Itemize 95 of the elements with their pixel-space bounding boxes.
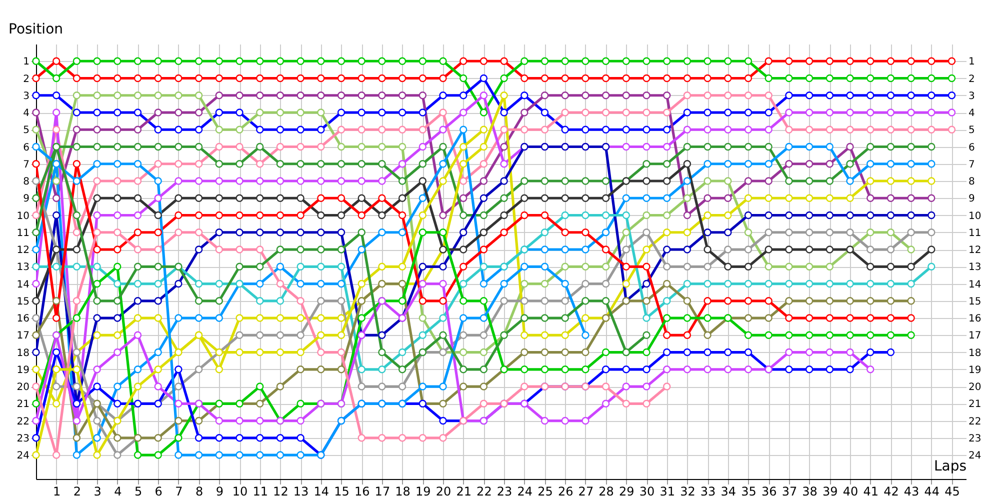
y2-tick-label: 6 bbox=[968, 142, 975, 154]
y2-tick-label: 4 bbox=[968, 108, 975, 120]
x-tick-label: 20 bbox=[436, 484, 452, 498]
x-tick-label: 10 bbox=[232, 484, 248, 498]
y2-tick-label: 19 bbox=[968, 364, 982, 376]
y-axis-title: Position bbox=[8, 22, 64, 38]
y-tick-label: 23 bbox=[16, 433, 30, 444]
y2-tick-label: 7 bbox=[968, 159, 975, 170]
y2-tick-label: 23 bbox=[968, 433, 982, 444]
y-tick-label: 19 bbox=[16, 364, 30, 376]
y-tick-label: 12 bbox=[16, 245, 30, 256]
y-tick-label: 17 bbox=[16, 330, 30, 342]
x-tick-label: 39 bbox=[822, 484, 838, 498]
y2-tick-label: 21 bbox=[968, 399, 982, 410]
y-tick-label: 8 bbox=[23, 176, 30, 188]
y-tick-label: 15 bbox=[16, 296, 30, 308]
x-tick-label: 3 bbox=[94, 484, 102, 498]
y-tick-label: 14 bbox=[16, 279, 30, 290]
x-tick-label: 1 bbox=[53, 484, 61, 498]
x-tick-label: 44 bbox=[924, 484, 940, 498]
x-tick-label: 30 bbox=[639, 484, 655, 498]
y-tick-label: 7 bbox=[23, 159, 30, 170]
y-tick-label: 21 bbox=[16, 399, 30, 410]
x-tick-label: 38 bbox=[802, 484, 818, 498]
x-tick-label: 15 bbox=[334, 484, 350, 498]
x-tick-label: 18 bbox=[395, 484, 410, 498]
y-tick-label: 9 bbox=[23, 194, 30, 205]
x-tick-label: 19 bbox=[416, 484, 431, 498]
x-tick-label: 31 bbox=[660, 484, 675, 498]
x-tick-label: 2 bbox=[73, 484, 82, 498]
y2-tick-label: 1 bbox=[968, 56, 975, 68]
x-tick-label: 21 bbox=[456, 484, 472, 498]
y-tick-label: 22 bbox=[16, 416, 30, 428]
y2-tick-label: 3 bbox=[968, 90, 975, 102]
x-tick-label: 32 bbox=[680, 484, 696, 498]
x-tick-label: 41 bbox=[863, 484, 878, 498]
y2-tick-label: 13 bbox=[968, 262, 982, 274]
y-tick-label: 2 bbox=[23, 74, 30, 85]
x-tick-label: 37 bbox=[782, 484, 798, 498]
x-tick-label: 34 bbox=[720, 484, 736, 498]
x-tick-label: 22 bbox=[476, 484, 492, 498]
y-tick-label: 1 bbox=[23, 56, 30, 68]
x-tick-label: 13 bbox=[293, 484, 309, 498]
x-tick-label: 14 bbox=[314, 484, 330, 498]
x-tick-label: 24 bbox=[517, 484, 533, 498]
y2-tick-label: 14 bbox=[968, 279, 982, 290]
y2-tick-label: 17 bbox=[968, 330, 982, 342]
y-tick-label: 11 bbox=[16, 228, 30, 239]
x-tick-label: 27 bbox=[578, 484, 594, 498]
y-tick-label: 5 bbox=[23, 125, 30, 136]
y2-tick-label: 22 bbox=[968, 416, 982, 428]
y-tick-label: 16 bbox=[16, 314, 30, 325]
y-tick-label: 3 bbox=[23, 90, 30, 102]
x-tick-label: 28 bbox=[598, 484, 614, 498]
y-tick-label: 10 bbox=[16, 210, 30, 222]
x-tick-label: 33 bbox=[700, 484, 716, 498]
y2-tick-label: 16 bbox=[968, 314, 982, 325]
x-tick-label: 9 bbox=[216, 484, 224, 498]
x-tick-label: 35 bbox=[741, 484, 756, 498]
x-tick-label: 43 bbox=[904, 484, 920, 498]
y-tick-label: 13 bbox=[16, 262, 30, 274]
x-tick-label: 17 bbox=[374, 484, 390, 498]
y-tick-label: 18 bbox=[16, 348, 30, 359]
y2-tick-label: 20 bbox=[968, 382, 982, 394]
x-tick-label: 36 bbox=[761, 484, 777, 498]
y2-tick-label: 9 bbox=[968, 194, 975, 205]
y-tick-label: 20 bbox=[16, 382, 30, 394]
x-tick-label: 23 bbox=[496, 484, 512, 498]
y-tick-label: 6 bbox=[23, 142, 30, 154]
x-tick-label: 11 bbox=[252, 484, 268, 498]
x-tick-label: 6 bbox=[154, 484, 162, 498]
x-tick-label: 42 bbox=[884, 484, 899, 498]
y2-tick-label: 10 bbox=[968, 210, 982, 222]
y-tick-label: 4 bbox=[23, 108, 30, 120]
x-tick-label: 45 bbox=[944, 484, 960, 498]
x-tick-label: 7 bbox=[175, 484, 183, 498]
x-tick-label: 4 bbox=[114, 484, 122, 498]
y2-tick-label: 2 bbox=[968, 74, 975, 85]
x-tick-label: 5 bbox=[134, 484, 142, 498]
y2-tick-label: 8 bbox=[968, 176, 975, 188]
y-tick-label: 24 bbox=[16, 450, 30, 462]
x-tick-label: 40 bbox=[842, 484, 858, 498]
y2-tick-label: 11 bbox=[968, 228, 982, 239]
y2-tick-label: 15 bbox=[968, 296, 982, 308]
x-axis-title: Laps bbox=[934, 458, 966, 474]
x-tick-label: 26 bbox=[558, 484, 574, 498]
x-tick-label: 25 bbox=[538, 484, 553, 498]
x-tick-label: 29 bbox=[619, 484, 634, 498]
x-tick-label: 16 bbox=[354, 484, 370, 498]
y2-tick-label: 24 bbox=[968, 450, 982, 462]
y2-tick-label: 5 bbox=[968, 125, 975, 136]
y2-tick-label: 12 bbox=[968, 245, 982, 256]
x-tick-label: 12 bbox=[273, 484, 288, 498]
y2-tick-label: 18 bbox=[968, 348, 982, 359]
x-tick-label: 8 bbox=[195, 484, 204, 498]
